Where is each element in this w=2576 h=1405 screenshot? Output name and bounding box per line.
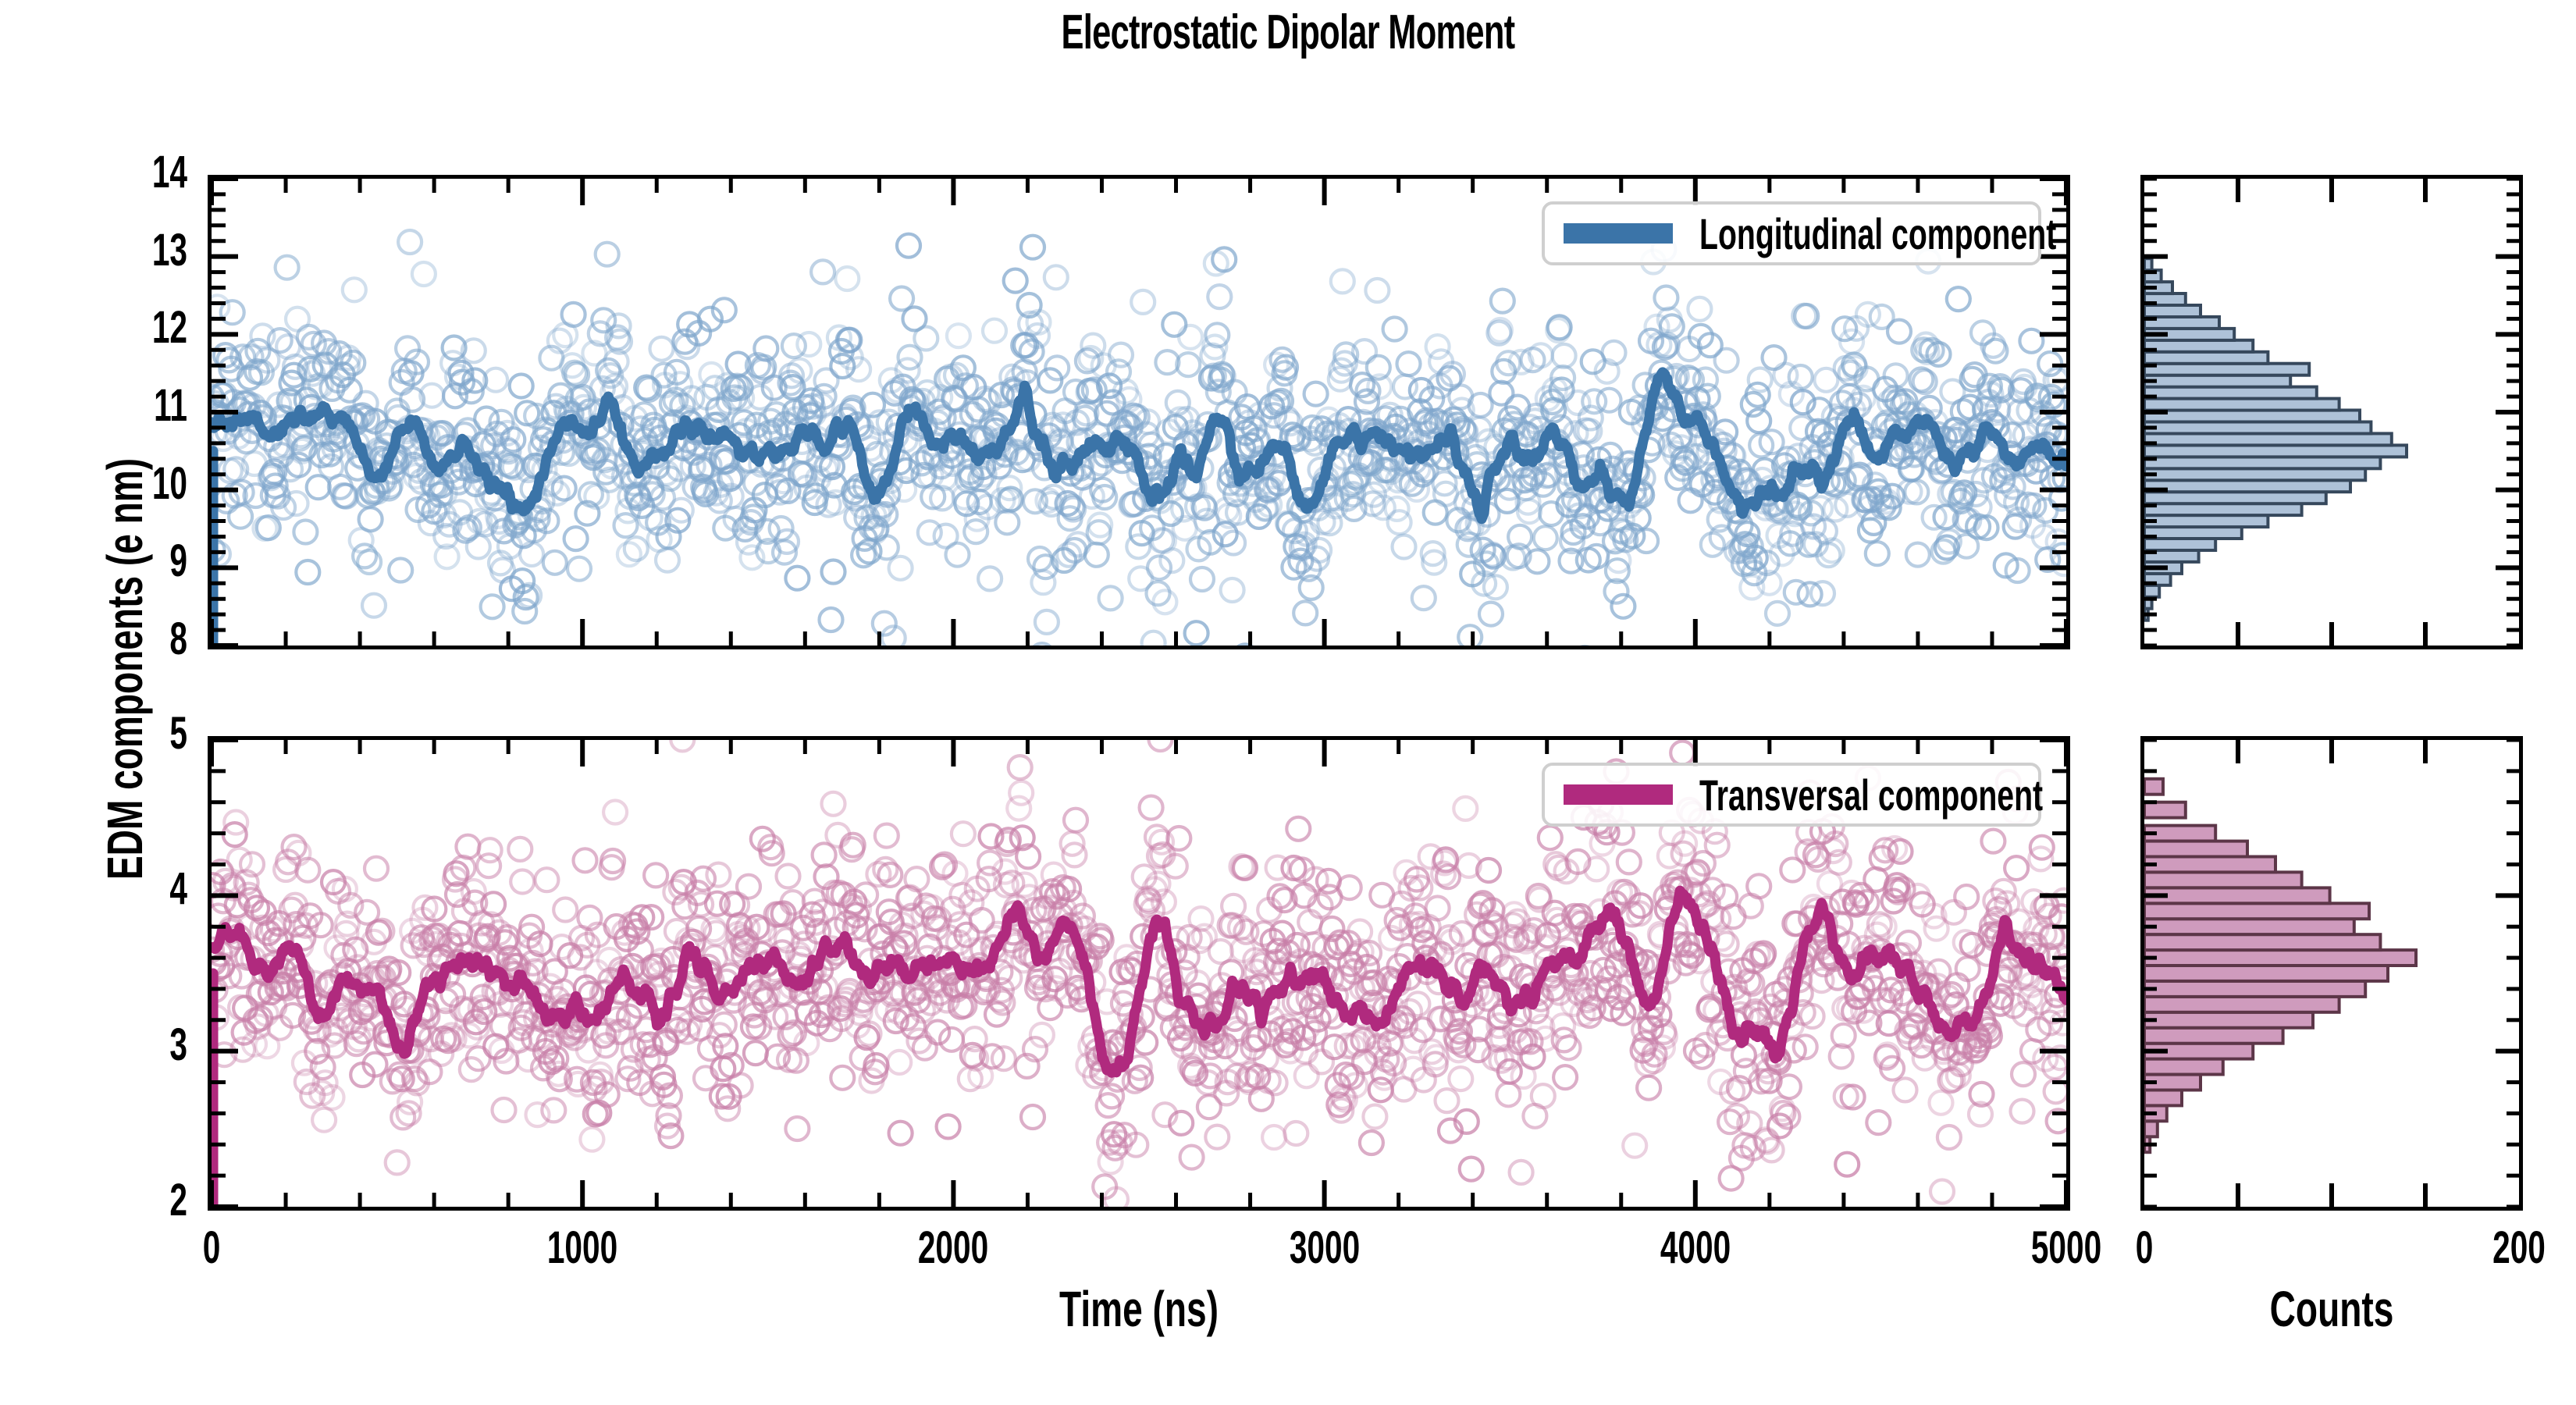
histogram-bar xyxy=(2144,823,2218,843)
histogram-bar xyxy=(2144,800,2187,820)
histogram-bar xyxy=(2144,338,2255,354)
legend-swatch-transversal xyxy=(1564,784,1673,805)
histogram-bar xyxy=(2144,870,2304,890)
histogram-bar xyxy=(2144,980,2368,998)
histogram-bar xyxy=(2144,478,2352,494)
tick-label: 5 xyxy=(169,708,187,759)
histogram-bar xyxy=(2144,571,2172,587)
tick-label: 3000 xyxy=(1289,1222,1360,1273)
histogram-bar xyxy=(2144,315,2221,330)
transversal-histogram-canvas xyxy=(2144,777,2418,1154)
histogram-bar xyxy=(2144,902,2371,921)
histogram-bar xyxy=(2144,269,2163,284)
histogram-bar xyxy=(2144,964,2389,983)
tick-label: 1000 xyxy=(547,1222,618,1273)
panel-transversal-histogram xyxy=(2140,736,2523,1211)
tick-label: 9 xyxy=(169,535,187,587)
x-axis-label: Time (ns) xyxy=(1059,1281,1219,1337)
tick-label: 2 xyxy=(169,1175,187,1225)
histogram-bar xyxy=(2144,525,2243,540)
longitudinal-histogram-canvas xyxy=(2144,257,2408,622)
histogram-bar xyxy=(2144,1119,2159,1139)
histogram-bar xyxy=(2144,933,2382,952)
histogram-bar xyxy=(2144,1010,2314,1030)
tick-label: 200 xyxy=(2492,1222,2546,1273)
histogram-bar xyxy=(2144,994,2341,1014)
histogram-bar xyxy=(2144,1072,2202,1092)
histogram-bar xyxy=(2144,304,2202,318)
tick-label: 0 xyxy=(202,1222,221,1273)
histogram-bar xyxy=(2144,548,2201,564)
histogram-bar xyxy=(2144,443,2408,459)
histogram-bar xyxy=(2144,455,2382,471)
tick-label: 4000 xyxy=(1660,1222,1731,1273)
histogram-bar xyxy=(2144,1104,2169,1123)
histogram-bar xyxy=(2144,361,2311,377)
legend-swatch-longitudinal xyxy=(1564,223,1673,244)
histogram-bar xyxy=(2144,917,2356,937)
histogram-bar xyxy=(2144,373,2293,389)
histogram-bar xyxy=(2144,839,2249,859)
legend-longitudinal[interactable]: Longitudinal component xyxy=(1542,201,2056,265)
transversal-plot-canvas xyxy=(212,740,2066,1207)
histogram-bar xyxy=(2144,432,2393,447)
tick-label: 0 xyxy=(2135,1222,2154,1273)
histogram-x-axis-label: Counts xyxy=(2269,1281,2394,1337)
tick-label: 13 xyxy=(151,224,187,276)
histogram-bar xyxy=(2144,350,2270,365)
histogram-bar xyxy=(2144,595,2154,610)
longitudinal-plot-canvas xyxy=(212,228,2066,646)
histogram-bar xyxy=(2144,397,2341,412)
histogram-bar xyxy=(2144,292,2187,307)
histogram-bar xyxy=(2144,420,2373,436)
histogram-bar xyxy=(2144,408,2361,424)
histogram-bar xyxy=(2144,490,2328,506)
histogram-bar xyxy=(2144,1135,2152,1154)
tick-label: 4 xyxy=(169,863,187,915)
tick-label: 10 xyxy=(151,457,187,509)
legend-label-transversal: Transversal component xyxy=(1699,770,2044,820)
histogram-bar xyxy=(2144,583,2161,599)
tick-label: 11 xyxy=(154,380,187,431)
tick-label: 8 xyxy=(169,614,187,664)
histogram-bar xyxy=(2144,514,2270,529)
histogram-bar xyxy=(2144,385,2318,400)
histogram-bar xyxy=(2144,606,2150,622)
histogram-bar xyxy=(2144,257,2154,272)
histogram-bar xyxy=(2144,1026,2285,1045)
histogram-bar xyxy=(2144,948,2418,968)
histogram-bar xyxy=(2144,537,2218,552)
legend-transversal[interactable]: Transversal component xyxy=(1542,763,2044,827)
figure-title: Electrostatic Dipolar Moment xyxy=(1061,5,1516,59)
histogram-bar xyxy=(2144,1041,2255,1061)
histogram-bar xyxy=(2144,502,2304,518)
histogram-bar xyxy=(2144,326,2236,342)
histogram-bar xyxy=(2144,1088,2183,1108)
histogram-bars xyxy=(2144,257,2408,622)
histogram-bar xyxy=(2144,280,2174,296)
tick-label: 12 xyxy=(151,302,187,354)
tick-label: 3 xyxy=(169,1019,187,1070)
scatter-points xyxy=(212,228,2066,646)
running-mean-line xyxy=(212,367,2066,525)
histogram-bar xyxy=(2144,886,2332,905)
panel-longitudinal-histogram xyxy=(2140,175,2523,649)
histogram-bar xyxy=(2144,777,2165,796)
tick-label: 2000 xyxy=(918,1222,989,1273)
histogram-bars xyxy=(2144,777,2418,1154)
histogram-bar xyxy=(2144,1057,2225,1076)
running-mean-line xyxy=(212,885,2066,1078)
legend-label-longitudinal: Longitudinal component xyxy=(1699,208,2057,258)
tick-label: 14 xyxy=(151,147,187,197)
histogram-bar xyxy=(2144,467,2368,482)
tick-label: 5000 xyxy=(2030,1222,2102,1273)
histogram-bar xyxy=(2144,560,2183,575)
histogram-bar xyxy=(2144,855,2277,874)
